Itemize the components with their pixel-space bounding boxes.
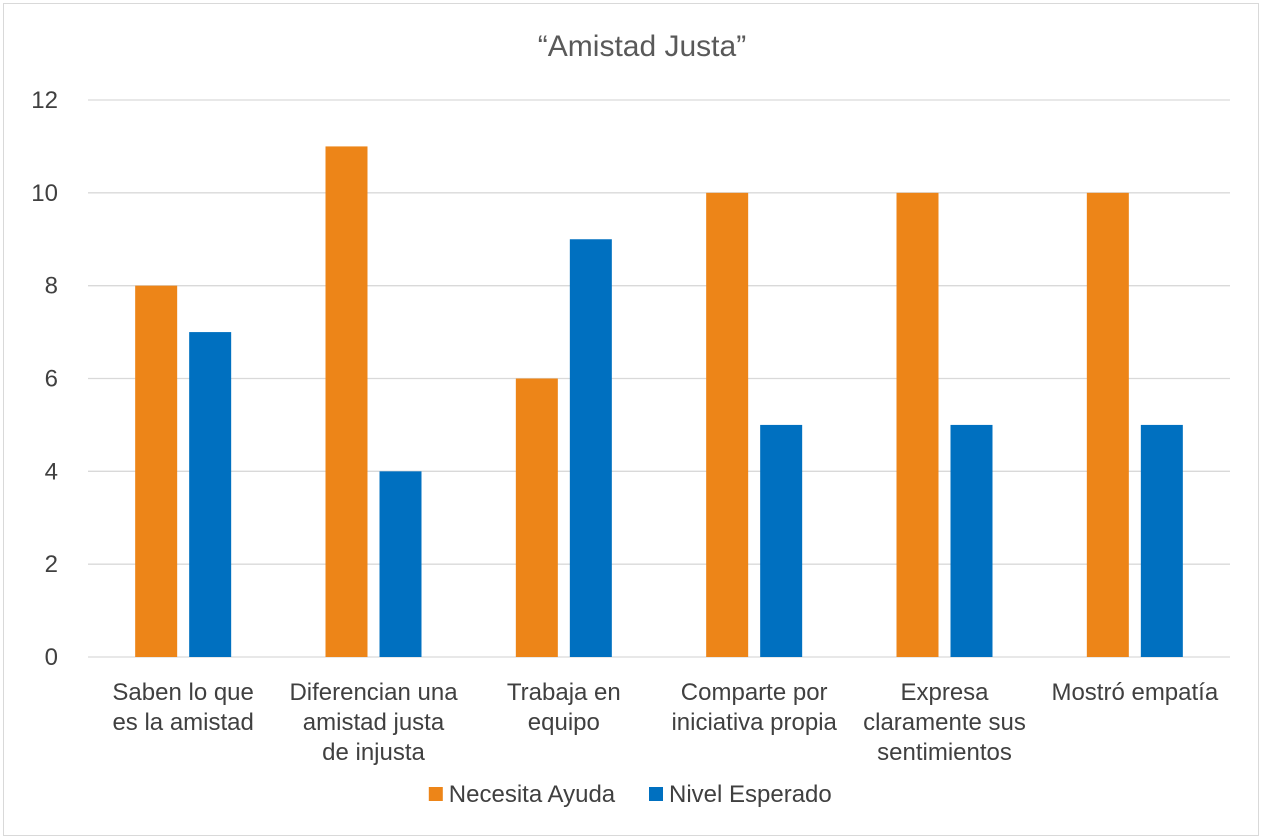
- x-category-label: Trabaja en equipo: [507, 679, 621, 736]
- x-category-label: Saben lo que es la amistad: [112, 679, 253, 736]
- chart-frame: “Amistad Justa” 0 2 4 6 8 10 12 Saben lo que es…: [3, 3, 1259, 836]
- bar: [189, 332, 232, 657]
- bar: [1140, 424, 1183, 657]
- x-category-label: Diferencian una amistad justa de injusta: [289, 679, 458, 766]
- y-tick-label: 12: [31, 87, 58, 114]
- bar: [1086, 192, 1129, 658]
- x-category-label: Expresa claramente sus sentimientos: [863, 679, 1026, 766]
- bar: [760, 424, 803, 657]
- bar: [379, 471, 422, 657]
- y-tick-label: 6: [45, 366, 58, 393]
- legend-label: Nivel Esperado: [669, 781, 832, 808]
- bars: [135, 146, 1183, 658]
- y-tick-label: 4: [45, 458, 58, 485]
- gridlines: [88, 99, 1230, 658]
- bar: [569, 239, 612, 657]
- x-axis-category-labels: Saben lo que es la amistad Diferencian una…: [112, 679, 1218, 766]
- legend-swatch: [649, 787, 663, 801]
- bar: [325, 146, 368, 657]
- y-tick-label: 2: [45, 551, 58, 578]
- y-tick-label: 10: [31, 180, 58, 207]
- bar: [950, 424, 993, 657]
- bar-chart: “Amistad Justa” 0 2 4 6 8 10 12 Saben lo que es…: [31, 30, 1230, 808]
- y-tick-label: 0: [45, 644, 58, 671]
- y-axis-tick-labels: 0 2 4 6 8 10 12: [31, 87, 58, 671]
- chart-title: “Amistad Justa”: [538, 30, 746, 63]
- bar: [515, 378, 558, 657]
- bar: [135, 285, 178, 657]
- y-tick-label: 8: [45, 273, 58, 300]
- bar: [896, 192, 939, 658]
- legend: Necesita Ayuda Nivel Esperado: [428, 781, 832, 808]
- legend-swatch: [428, 787, 443, 801]
- x-category-label: Comparte por iniciativa propia: [671, 679, 837, 736]
- legend-label: Necesita Ayuda: [449, 781, 616, 808]
- bar: [706, 192, 749, 658]
- x-category-label: Mostró empatía: [1051, 679, 1218, 706]
